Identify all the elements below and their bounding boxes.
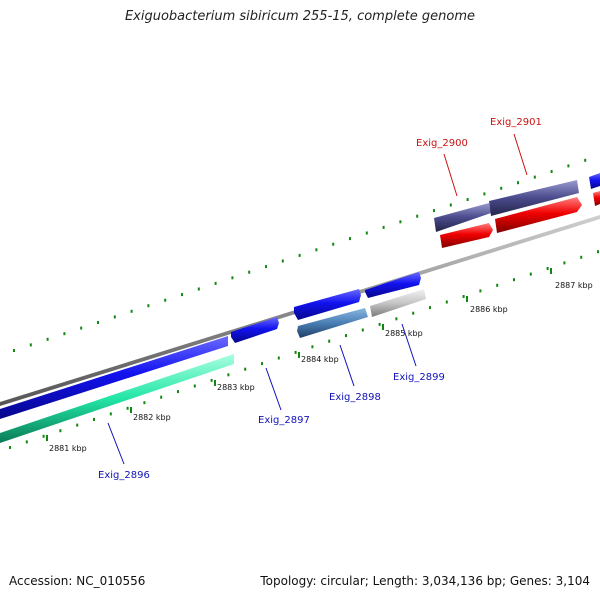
tick-label: 2885 kbp	[385, 329, 423, 338]
gene-label-exig-2897: Exig_2897	[258, 415, 310, 426]
cds-exig-2899	[370, 289, 426, 317]
tick-label: 2882 kbp	[133, 413, 171, 422]
minor-ticks	[9, 158, 599, 449]
tick-label: 2886 kbp	[470, 305, 508, 314]
label-line-exig-2897	[265, 367, 282, 411]
cds-forward-segment	[0, 336, 228, 419]
cds-exig-2896	[0, 354, 234, 443]
label-line-exig-2896	[107, 422, 125, 465]
label-line-exig-2901	[513, 133, 528, 176]
gene-label-exig-2896: Exig_2896	[98, 470, 150, 481]
cds-red-segment	[495, 197, 582, 233]
label-line-exig-2898	[339, 344, 355, 387]
cds-exig-2901	[489, 180, 579, 216]
tick-label: 2883 kbp	[217, 383, 255, 392]
map-title: Exiguobacterium sibiricum 255-15, comple…	[124, 9, 476, 24]
tick-label: 2881 kbp	[49, 444, 87, 453]
genome-info-text: Topology: circular; Length: 3,034,136 bp…	[260, 574, 590, 588]
gene-label-exig-2900: Exig_2900	[416, 138, 468, 149]
cds-exig-2898	[297, 308, 368, 338]
gene-label-exig-2898: Exig_2898	[329, 392, 381, 403]
label-line-exig-2899	[401, 323, 417, 367]
label-line-exig-2900	[443, 153, 458, 197]
cds-red-segment	[440, 223, 493, 248]
cds-forward-segment	[294, 289, 361, 320]
cds-exig-2900	[434, 203, 491, 232]
tick-label: 2884 kbp	[301, 355, 339, 364]
reverse-strand-features	[0, 180, 600, 443]
cds-forward-segment	[231, 317, 279, 343]
cds-forward-segment	[589, 173, 600, 189]
tick-label: 2887 kbp	[555, 281, 593, 290]
cds-forward-segment	[365, 272, 421, 298]
gene-labels: Exig_2896 Exig_2897 Exig_2898 Exig_2899 …	[98, 117, 542, 481]
label-lines	[107, 133, 528, 465]
gene-label-exig-2901: Exig_2901	[490, 117, 542, 128]
accession-text: Accession: NC_010556	[9, 574, 146, 588]
gene-label-exig-2899: Exig_2899	[393, 372, 445, 383]
scale-ticks: 2881 kbp 2882 kbp 2883 kbp 2884 kbp 2885…	[46, 268, 593, 453]
cds-red-segment	[593, 191, 600, 206]
forward-strand-features	[0, 173, 600, 419]
